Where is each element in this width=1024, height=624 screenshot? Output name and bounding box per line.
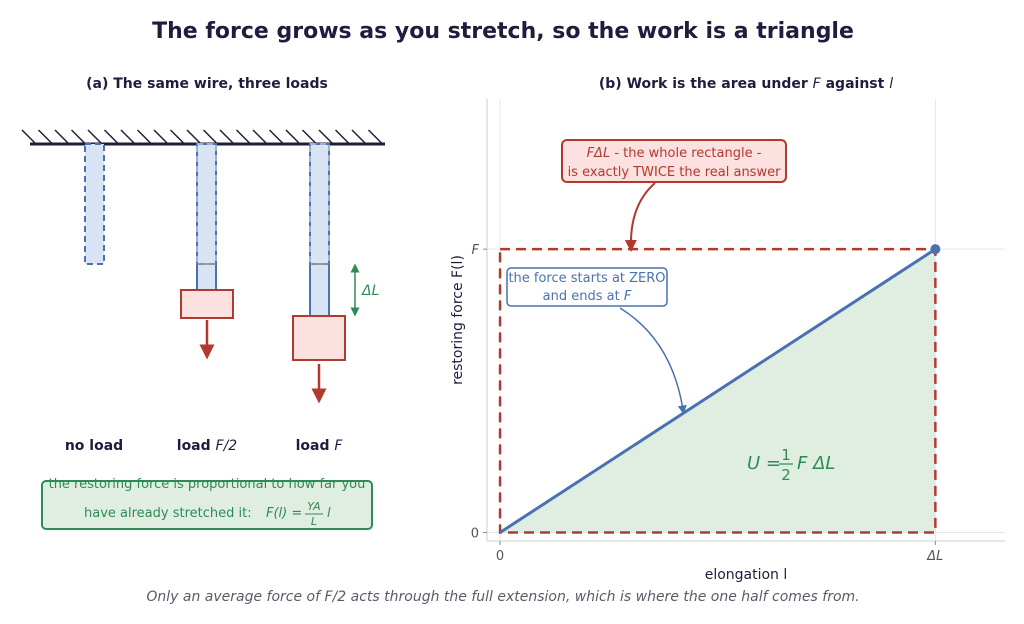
hatch-mark xyxy=(334,129,351,145)
note-formula-lhs: F(l) = xyxy=(266,506,302,521)
hatch-mark xyxy=(318,129,334,145)
y-tick-label: F xyxy=(472,243,480,258)
area-formula-lhs: U = xyxy=(747,453,781,474)
work-chart: 0 ΔL 0 F xyxy=(471,99,1005,564)
force-note-line-2: and ends at F xyxy=(543,289,632,304)
force-line xyxy=(499,247,937,534)
rectangle-annotation: FΔL - the whole rectangle - is exactly T… xyxy=(561,139,787,252)
force-note-line-1: the force starts at ZERO xyxy=(508,271,665,286)
ceiling xyxy=(21,129,385,146)
work-rectangle xyxy=(498,247,937,534)
note-line-2: have already stretched it: xyxy=(84,506,252,521)
note-line-1: the restoring force is proportional to h… xyxy=(49,477,366,492)
note-frac-den: L xyxy=(311,515,317,528)
note-frac-num: YA xyxy=(307,500,320,513)
hatch-mark xyxy=(235,129,252,145)
hatch-mark xyxy=(202,129,219,145)
hatch-mark xyxy=(367,129,384,145)
panel-b: (b) Work is the area under F against l 0… xyxy=(450,76,1005,583)
area-formula-tail: F ΔL xyxy=(797,453,835,474)
figure-title: The force grows as you stretch, so the w… xyxy=(152,19,854,44)
delta-l-label: ΔL xyxy=(361,283,379,299)
note-formula-tail: l xyxy=(327,506,331,521)
hatch-mark xyxy=(186,129,202,145)
x-tick-label: 0 xyxy=(496,549,504,564)
hatch-mark xyxy=(70,129,87,145)
x-tick-label: ΔL xyxy=(926,549,943,564)
force-note-arrow xyxy=(619,307,687,415)
panel-b-title: (b) Work is the area under F against l xyxy=(599,76,893,92)
weight-half xyxy=(180,289,234,319)
y-axis-label: restoring force F(l) xyxy=(450,255,466,385)
rect-note-line-1: FΔL - the whole rectangle - xyxy=(587,146,762,161)
y-tick-label: 0 xyxy=(471,527,479,542)
wire-half-load xyxy=(180,143,234,360)
rect-note-line-2: is exactly TWICE the real answer xyxy=(568,165,782,180)
wire-full-load: ΔL xyxy=(292,143,379,404)
work-area-triangle xyxy=(500,249,936,533)
area-frac-den: 2 xyxy=(781,466,791,484)
figure-caption: Only an average force of F/2 acts throug… xyxy=(146,589,859,605)
hatch-mark xyxy=(54,129,70,145)
force-annotation: the force starts at ZERO and ends at F xyxy=(506,267,687,415)
hatch-mark xyxy=(153,129,169,145)
ticks: 0 ΔL 0 F xyxy=(471,243,944,564)
label-no-load: no load xyxy=(65,438,123,454)
hatch-mark xyxy=(37,129,54,145)
weight-full xyxy=(292,315,346,361)
force-end-point xyxy=(930,244,941,255)
rect-note-arrow xyxy=(624,182,656,252)
panel-a-title: (a) The same wire, three loads xyxy=(86,76,328,92)
hatch-mark xyxy=(252,129,268,145)
hatch-mark xyxy=(268,129,285,145)
proportionality-note: the restoring force is proportional to h… xyxy=(41,477,373,530)
hatch-mark xyxy=(136,129,153,145)
wire-no-load xyxy=(84,143,105,265)
label-full-load: load F xyxy=(296,438,344,454)
hatch-mark xyxy=(285,129,301,145)
hatch-mark xyxy=(120,129,136,145)
hatch-mark xyxy=(301,129,318,145)
hatch-mark xyxy=(219,129,235,145)
label-half-load: load F/2 xyxy=(177,438,238,454)
x-axis-label: elongation l xyxy=(705,567,788,583)
hatch-mark xyxy=(103,129,120,145)
axes xyxy=(486,99,1005,542)
hatch-mark xyxy=(87,129,103,145)
hatch-mark xyxy=(351,129,367,145)
panel-a: (a) The same wire, three loads ΔL xyxy=(21,76,385,530)
area-formula: U = 1 2 F ΔL xyxy=(747,446,835,484)
hatch-mark xyxy=(21,129,37,145)
hatch-mark xyxy=(169,129,186,145)
area-frac-num: 1 xyxy=(781,446,791,464)
